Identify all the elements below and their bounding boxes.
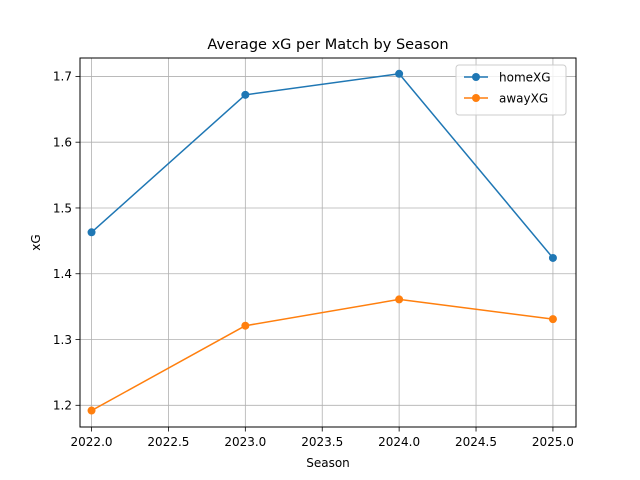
chart-title: Average xG per Match by Season bbox=[207, 37, 448, 53]
data-point-homeXG bbox=[87, 228, 96, 237]
y-tick-label: 1.3 bbox=[53, 333, 72, 347]
data-point-awayXG bbox=[87, 406, 96, 415]
data-point-awayXG bbox=[395, 295, 404, 304]
data-point-awayXG bbox=[548, 315, 557, 324]
y-axis-label: xG bbox=[29, 234, 43, 250]
series-awayXG bbox=[87, 295, 557, 415]
y-tick-label: 1.7 bbox=[53, 70, 72, 84]
data-series bbox=[87, 69, 557, 415]
y-tick-label: 1.6 bbox=[53, 135, 72, 149]
x-tick-label: 2022.5 bbox=[147, 435, 189, 449]
data-point-awayXG bbox=[241, 321, 250, 330]
y-tick-label: 1.4 bbox=[53, 267, 72, 281]
x-axis-ticks: 2022.0 2022.5 2023.0 2023.5 2024.0 2024.5 2025… bbox=[71, 427, 574, 449]
x-tick-label: 2025.0 bbox=[532, 435, 574, 449]
plot-frame bbox=[79, 57, 577, 428]
x-tick-label: 2024.0 bbox=[378, 435, 420, 449]
x-tick-label: 2022.0 bbox=[71, 435, 113, 449]
y-tick-label: 1.2 bbox=[53, 399, 72, 413]
plot-area bbox=[80, 58, 576, 427]
y-axis-ticks: 1.2 1.3 1.4 1.5 1.6 1.7 bbox=[53, 70, 80, 413]
y-tick-label: 1.5 bbox=[53, 201, 72, 215]
series-homeXG bbox=[87, 69, 557, 262]
data-point-homeXG bbox=[548, 253, 557, 262]
x-tick-label: 2023.0 bbox=[224, 435, 266, 449]
legend-label: homeXG bbox=[499, 70, 551, 84]
legend-marker-homeXG bbox=[472, 73, 480, 81]
legend: homeXG awayXG bbox=[455, 64, 567, 116]
data-point-homeXG bbox=[241, 90, 250, 99]
legend-marker-awayXG bbox=[472, 94, 480, 102]
legend-label: awayXG bbox=[499, 91, 548, 105]
data-point-homeXG bbox=[395, 69, 404, 78]
x-tick-label: 2024.5 bbox=[455, 435, 497, 449]
series-line-homeXG bbox=[91, 73, 554, 259]
series-line-awayXG bbox=[91, 298, 554, 412]
x-axis-label: Season bbox=[306, 456, 350, 470]
x-tick-label: 2023.5 bbox=[301, 435, 343, 449]
grid-lines bbox=[80, 58, 576, 427]
